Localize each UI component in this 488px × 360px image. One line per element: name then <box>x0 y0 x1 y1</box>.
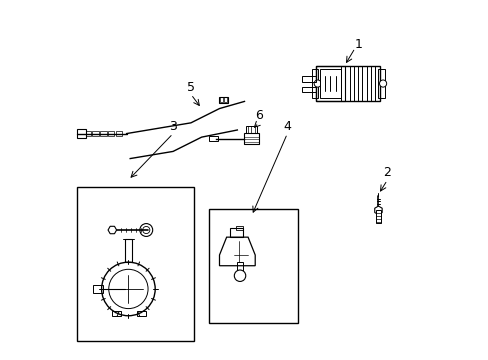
Bar <box>230 228 242 237</box>
Circle shape <box>379 80 386 87</box>
Bar <box>77 187 194 341</box>
Bar <box>244 133 258 144</box>
Text: 6: 6 <box>254 109 262 122</box>
Bar <box>208 208 298 323</box>
Bar <box>235 226 242 230</box>
Bar <box>224 98 226 103</box>
Text: 3: 3 <box>169 120 177 133</box>
Bar <box>77 131 83 136</box>
Bar <box>219 97 228 103</box>
Bar <box>315 66 344 102</box>
Polygon shape <box>374 206 382 215</box>
Bar <box>319 69 340 98</box>
Circle shape <box>313 80 321 87</box>
Bar <box>100 131 106 136</box>
Bar <box>378 69 384 98</box>
Text: 2: 2 <box>383 166 390 179</box>
Circle shape <box>234 270 245 282</box>
Text: 5: 5 <box>186 81 195 94</box>
Bar <box>315 66 380 102</box>
Bar <box>246 126 257 133</box>
Bar <box>93 285 103 293</box>
Bar <box>137 311 146 316</box>
Circle shape <box>102 262 155 316</box>
Bar <box>312 69 317 98</box>
Bar <box>116 131 122 136</box>
Bar <box>84 131 91 136</box>
Bar <box>124 239 132 262</box>
Bar <box>108 131 114 136</box>
Circle shape <box>140 224 152 237</box>
Bar <box>301 87 315 93</box>
Bar <box>112 311 121 316</box>
Bar <box>208 136 217 141</box>
Bar <box>92 131 99 136</box>
Polygon shape <box>219 237 255 266</box>
Circle shape <box>108 269 148 309</box>
Bar <box>77 129 85 138</box>
Polygon shape <box>108 226 116 234</box>
Bar <box>237 262 242 271</box>
Bar <box>220 98 223 103</box>
Text: 1: 1 <box>354 38 362 51</box>
Circle shape <box>142 226 149 234</box>
Bar <box>376 210 380 223</box>
Bar <box>301 76 315 82</box>
Text: 4: 4 <box>283 120 291 133</box>
